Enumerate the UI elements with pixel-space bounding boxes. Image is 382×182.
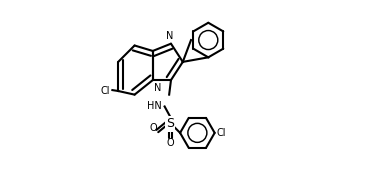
Text: HN: HN: [147, 102, 162, 111]
Text: N: N: [154, 83, 161, 93]
Text: S: S: [166, 117, 174, 130]
Text: N: N: [167, 31, 174, 41]
Text: Cl: Cl: [100, 86, 110, 96]
Text: O: O: [150, 123, 157, 133]
Text: O: O: [166, 138, 174, 148]
Text: Cl: Cl: [217, 128, 226, 138]
